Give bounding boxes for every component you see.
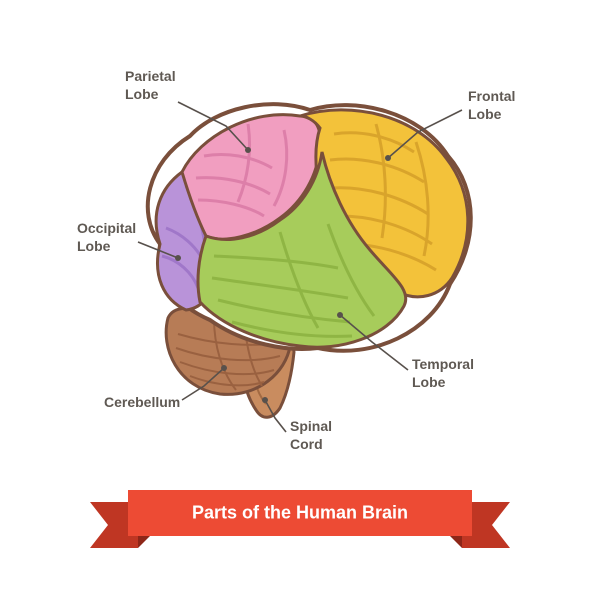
- label-stem: Spinal Cord: [290, 418, 332, 453]
- label-cerebellum: Cerebellum: [104, 394, 180, 412]
- label-frontal: Frontal Lobe: [468, 88, 515, 123]
- diagram-title: Parts of the Human Brain: [192, 503, 408, 524]
- label-temporal: Temporal Lobe: [412, 356, 474, 391]
- label-parietal: Parietal Lobe: [125, 68, 176, 103]
- title-ribbon: Parts of the Human Brain: [90, 490, 510, 548]
- brain-diagram: Parietal Lobe Frontal Lobe Occipital Lobe T…: [0, 0, 600, 600]
- label-occipital: Occipital Lobe: [77, 220, 136, 255]
